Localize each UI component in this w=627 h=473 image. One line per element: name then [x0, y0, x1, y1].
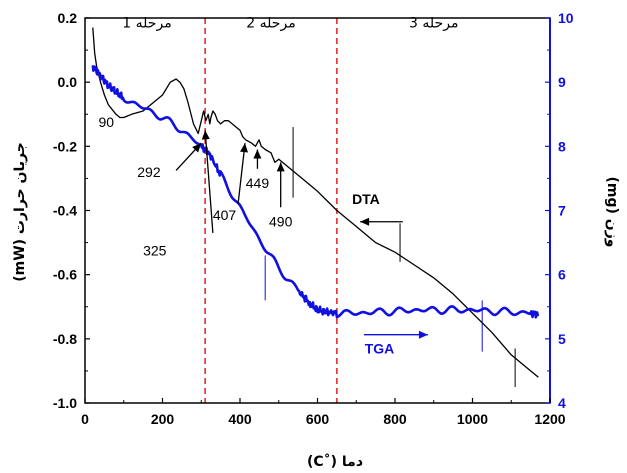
peak-annotation: 325: [143, 242, 167, 258]
dta-series-line: [92, 27, 539, 378]
right-axis: 4 5 6 7 8 9 10: [545, 10, 574, 411]
peak-annotation: 90: [99, 114, 115, 130]
y-left-tick-label: 0.0: [58, 74, 78, 90]
stage-label: مرحله 1: [122, 16, 171, 32]
series-arrow-head: [418, 330, 428, 339]
peak-annotation: 449: [246, 175, 270, 191]
peak-arrow-head: [192, 143, 202, 153]
x-tick-label: 200: [151, 411, 175, 427]
peak-annotation: 407: [213, 207, 237, 223]
y-right-tick-label: 7: [558, 203, 566, 219]
x-axis-title: دما (˚C): [307, 453, 363, 470]
y-left-tick-label: -0.4: [53, 203, 77, 219]
peak-arrow-head: [253, 149, 262, 159]
x-tick-label: 1200: [534, 411, 565, 427]
x-tick-label: 600: [306, 411, 330, 427]
y-right-tick-label: 6: [558, 267, 566, 283]
series-label: DTA: [352, 191, 380, 207]
stage-label: مرحله 2: [246, 16, 295, 32]
x-tick-label: 1000: [457, 411, 488, 427]
plot-frame: [84, 17, 551, 404]
bottom-axis: 0 200 400 600 800 1000 1200: [81, 398, 566, 427]
y-right-tick-label: 10: [558, 10, 574, 26]
left-axis: -1.0 -0.8 -0.6 -0.4 -0.2 0.0 0.2: [53, 10, 90, 411]
peak-arrow-shaft: [237, 143, 246, 205]
x-tick-label: 800: [383, 411, 407, 427]
y-left-tick-label: 0.2: [58, 10, 78, 26]
x-tick-label: 0: [81, 411, 89, 427]
tga-series-line: [91, 65, 540, 319]
x-tick-label: 400: [228, 411, 252, 427]
y-right-tick-label: 5: [558, 331, 566, 347]
y-right-tick-label: 9: [558, 74, 566, 90]
peak-annotation: 292: [137, 164, 161, 180]
y-left-tick-label: -0.6: [53, 267, 77, 283]
series: [91, 27, 540, 378]
y-right-tick-label: 8: [558, 138, 566, 154]
peak-arrow-head: [276, 162, 285, 172]
y-axis-right-title: وزن (mg): [604, 177, 620, 248]
series-arrow-head: [360, 217, 370, 226]
peak-arrow-shaft: [204, 130, 214, 234]
peak-annotation: 490: [269, 214, 293, 230]
peak-arrow-head: [240, 143, 248, 153]
y-left-tick-label: -0.8: [53, 331, 77, 347]
peak-arrow-head: [201, 130, 210, 140]
y-left-tick-label: -1.0: [53, 395, 77, 411]
y-left-tick-label: -0.2: [53, 138, 77, 154]
y-right-tick-label: 4: [558, 395, 566, 411]
stage-labels: مرحله 1 مرحله 2 مرحله 3: [122, 16, 458, 32]
annotations: 90 292 325 407 449 490 DTA TGA: [99, 114, 428, 356]
y-axis-left-title: جریان حرارت (mW): [12, 142, 28, 282]
series-label: TGA: [365, 340, 395, 356]
stage-label: مرحله 3: [409, 16, 458, 32]
